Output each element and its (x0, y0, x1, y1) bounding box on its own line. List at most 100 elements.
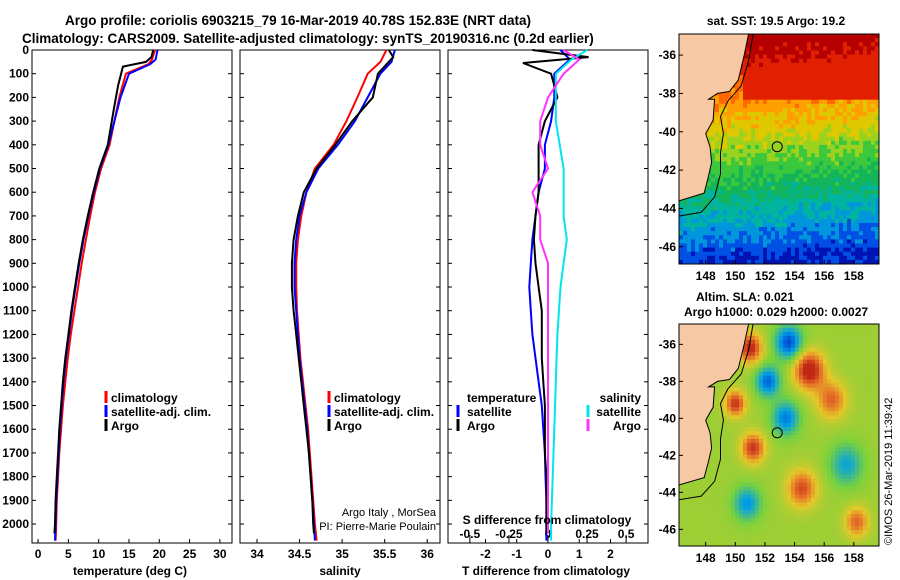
sst-cell (747, 34, 752, 39)
sla-cell (855, 363, 860, 368)
sst-cell (795, 153, 800, 158)
sst-cell (771, 190, 776, 195)
sla-cell (803, 427, 808, 432)
sst-cell (795, 75, 800, 80)
sst-cell (811, 194, 816, 199)
sst-cell (743, 144, 748, 150)
sla-cell (755, 371, 760, 376)
sla-cell (755, 454, 760, 460)
sst-cell (771, 87, 776, 92)
sla-cell (739, 466, 744, 472)
sla-cell (795, 442, 800, 448)
sla-cell (831, 395, 836, 400)
sst-cell (763, 42, 768, 47)
sla-cell (831, 355, 836, 361)
sst-cell (771, 194, 776, 199)
sla-cell (779, 355, 784, 361)
sst-cell (795, 157, 800, 162)
sst-cell (875, 202, 880, 207)
sla-cell (767, 383, 772, 388)
sst-cell (867, 181, 872, 187)
sla-cell (823, 391, 828, 396)
sst-cell (787, 120, 792, 125)
sst-cell (819, 103, 824, 109)
sla-cell (707, 466, 712, 472)
sla-cell (835, 403, 840, 408)
sst-cell (703, 214, 708, 220)
sst-cell (763, 190, 768, 195)
sst-cell (755, 247, 760, 253)
sla-cell (723, 387, 728, 392)
sst-cell (739, 235, 744, 240)
sst-cell (791, 46, 796, 51)
sla-cell (867, 450, 872, 456)
sst-cell (863, 46, 868, 51)
sst-cell (839, 107, 844, 113)
sla-cell (779, 331, 784, 337)
sst-cell (847, 107, 852, 113)
sla-cell (735, 442, 740, 448)
sla-cell (791, 383, 796, 388)
sst-cell (759, 87, 764, 92)
sst-cell (791, 194, 796, 199)
sst-cell (799, 177, 804, 183)
sst-cell (863, 185, 868, 191)
sst-cell (851, 54, 856, 60)
sla-cell (775, 363, 780, 368)
sla-cell (871, 391, 876, 396)
sst-cell (799, 42, 804, 47)
sla-cell (823, 359, 828, 365)
sst-cell (791, 99, 796, 105)
sla-cell (827, 363, 832, 368)
sla-cell (711, 474, 716, 479)
sst-cell (719, 124, 724, 129)
sla-cell (755, 375, 760, 380)
sla-cell (875, 351, 880, 357)
sst-cell (847, 140, 852, 146)
sst-cell (743, 227, 748, 232)
sst-cell (735, 120, 740, 125)
sla-cell (863, 324, 868, 329)
sla-cell (783, 427, 788, 432)
sla-cell (859, 335, 864, 341)
sla-cell (835, 375, 840, 380)
sla-cell (743, 407, 748, 412)
sst-cell (795, 198, 800, 203)
sla-cell (863, 462, 868, 468)
sla-cell (731, 423, 736, 428)
sst-cell (815, 75, 820, 80)
sla-cell (847, 335, 852, 341)
sla-cell (731, 391, 736, 396)
sst-cell (795, 132, 800, 138)
sla-cell (795, 395, 800, 400)
sla-cell (855, 347, 860, 353)
sla-cell (791, 435, 796, 440)
sst-cell (755, 218, 760, 224)
sla-cell (731, 411, 736, 416)
sst-cell (743, 107, 748, 113)
sst-cell (731, 190, 736, 195)
sla-cell (819, 383, 824, 388)
sst-cell (839, 235, 844, 240)
sst-cell (867, 149, 872, 154)
sst-cell (799, 34, 804, 39)
sla-cell (799, 391, 804, 396)
sst-cell (867, 259, 872, 265)
sst-cell (811, 83, 816, 88)
sla-cell (767, 351, 772, 357)
sla-cell (711, 470, 716, 476)
sst-cell (715, 107, 720, 113)
sst-cell (795, 222, 800, 228)
sst-cell (763, 157, 768, 162)
sla-cell (751, 446, 756, 452)
sst-cell (703, 222, 708, 228)
sla-cell (827, 335, 832, 341)
sst-cell (739, 124, 744, 129)
sst-cell (731, 120, 736, 125)
sst-cell (815, 243, 820, 248)
sla-cell (823, 427, 828, 432)
sst-cell (863, 157, 868, 162)
sla-cell (819, 343, 824, 349)
sst-cell (855, 190, 860, 195)
